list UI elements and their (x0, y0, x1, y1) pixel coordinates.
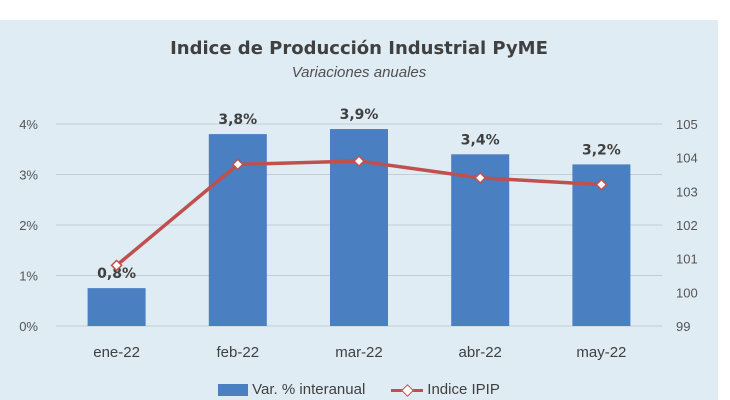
legend-label-bars: Var. % interanual (252, 381, 366, 398)
line-point (352, 154, 366, 168)
bar-data-label: 0,8% (97, 266, 136, 282)
chart-subtitle: Variaciones anuales (291, 64, 427, 81)
y-right-tick-label: 100 (676, 285, 698, 300)
y-right-tick-label: 105 (676, 117, 698, 132)
bar-data-label: 3,4% (461, 132, 500, 148)
line-point (231, 158, 244, 171)
x-tick-label: mar-22 (335, 344, 383, 361)
x-tick-label: feb-22 (217, 344, 260, 361)
y-left-tick-label: 0% (19, 319, 38, 334)
y-right-tick-label: 103 (676, 184, 698, 199)
legend-swatch-bars (218, 383, 249, 396)
y-right-tick-label: 102 (676, 218, 698, 233)
line-point (595, 178, 608, 191)
x-tick-label: may-22 (576, 344, 626, 361)
bar (572, 164, 631, 326)
y-left-tick-label: 3% (19, 168, 38, 183)
y-right-tick-label: 99 (676, 319, 690, 334)
y-left-tick-label: 1% (19, 269, 38, 284)
x-tick-label: abr-22 (459, 344, 502, 361)
chart-legend: Var. % interanual Indice IPIP (0, 381, 718, 398)
y-right-tick-label: 101 (676, 252, 698, 267)
x-tick-label: ene-22 (93, 344, 140, 361)
bar-data-label: 3,2% (582, 142, 621, 158)
legend-label-line: Indice IPIP (427, 381, 500, 398)
y-right-tick-label: 104 (676, 151, 698, 166)
bar (87, 288, 146, 326)
y-left-tick-label: 4% (19, 117, 38, 132)
bar-data-label: 3,8% (218, 112, 257, 128)
line-point (474, 171, 487, 184)
legend-swatch-line (391, 383, 424, 397)
line-point (110, 259, 123, 272)
chart-title: Indice de Producción Industrial PyME (170, 38, 548, 59)
legend-item-bars: Var. % interanual (218, 381, 365, 398)
y-left-tick-label: 2% (19, 218, 38, 233)
legend-item-line: Indice IPIP (391, 381, 500, 398)
bar-data-label: 3,9% (340, 107, 379, 123)
